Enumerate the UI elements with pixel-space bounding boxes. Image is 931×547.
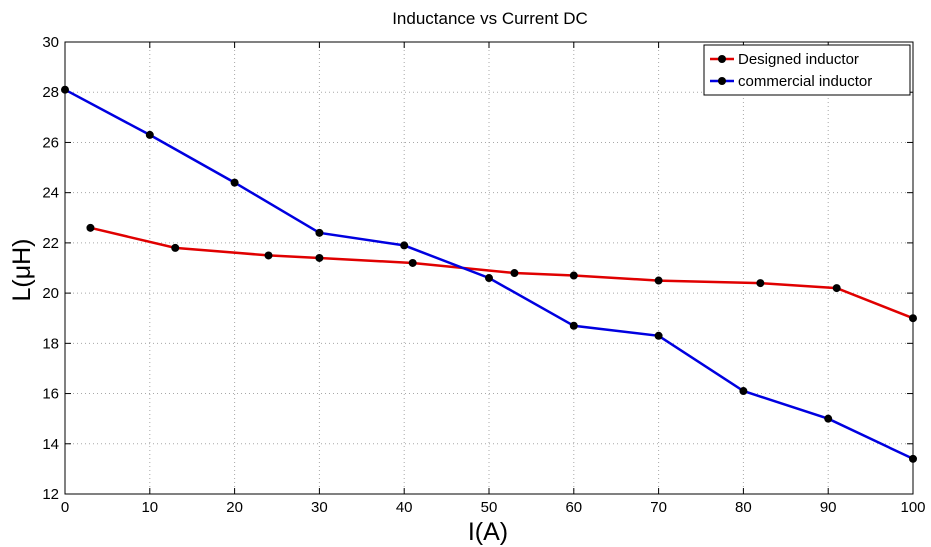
data-point-designed-inductor <box>654 276 663 285</box>
data-point-commercial-inductor <box>569 321 578 330</box>
x-tick-label: 60 <box>565 499 582 516</box>
data-point-designed-inductor <box>171 243 180 252</box>
data-point-designed-inductor <box>756 279 765 288</box>
data-point-commercial-inductor <box>824 414 833 423</box>
y-tick-label: 26 <box>42 134 59 151</box>
data-point-commercial-inductor <box>400 241 409 250</box>
y-tick-label: 20 <box>42 285 59 302</box>
x-tick-label: 90 <box>820 499 837 516</box>
y-tick-label: 28 <box>42 84 59 101</box>
data-point-commercial-inductor <box>61 85 69 94</box>
data-point-commercial-inductor <box>315 228 324 237</box>
x-tick-label: 10 <box>141 499 158 516</box>
x-axis-label: I(A) <box>468 518 508 546</box>
data-point-designed-inductor <box>264 251 273 260</box>
legend: Designed inductor commercial inductor <box>703 44 911 96</box>
legend-marker-designed-inductor <box>718 55 726 63</box>
y-axis-label: L(μH) <box>8 238 36 301</box>
data-point-commercial-inductor <box>909 454 917 463</box>
x-tick-label: 0 <box>61 499 69 516</box>
data-point-designed-inductor <box>909 314 917 323</box>
x-tick-label: 80 <box>735 499 752 516</box>
axis-ticks <box>64 41 914 495</box>
y-tick-label: 14 <box>42 436 59 453</box>
grid <box>65 42 913 494</box>
x-tick-label: 30 <box>311 499 328 516</box>
x-tick-label: 50 <box>481 499 498 516</box>
legend-box <box>703 44 911 96</box>
data-point-commercial-inductor <box>654 331 663 340</box>
x-tick-label: 20 <box>226 499 243 516</box>
x-tick-label: 40 <box>396 499 413 516</box>
data-point-commercial-inductor <box>230 178 239 187</box>
data-point-designed-inductor <box>569 271 578 280</box>
data-point-commercial-inductor <box>739 387 748 396</box>
data-point-designed-inductor <box>86 223 95 232</box>
legend-marker-commercial-inductor <box>718 77 726 85</box>
y-tick-label: 16 <box>42 386 59 403</box>
legend-label-designed-inductor: Designed inductor <box>738 51 859 68</box>
data-point-commercial-inductor <box>485 274 493 283</box>
y-tick-label: 12 <box>42 486 59 503</box>
y-tick-label: 22 <box>42 235 59 252</box>
data-point-designed-inductor <box>510 269 519 278</box>
tick-labels: 0 10 20 30 40 50 60 70 80 90 100 12 14 16 18 20 22 24 26 28… <box>42 34 925 516</box>
x-tick-label: 100 <box>900 499 925 516</box>
data-point-designed-inductor <box>832 284 841 293</box>
y-tick-label: 30 <box>42 34 59 51</box>
y-tick-label: 24 <box>42 185 59 202</box>
x-tick-label: 70 <box>650 499 667 516</box>
data-point-commercial-inductor <box>145 130 154 139</box>
y-tick-label: 18 <box>42 335 59 352</box>
data-point-designed-inductor <box>315 253 324 262</box>
chart-title: Inductance vs Current DC <box>392 9 588 28</box>
series-layer <box>61 85 917 463</box>
data-point-designed-inductor <box>408 258 417 267</box>
legend-label-commercial-inductor: commercial inductor <box>738 73 872 90</box>
